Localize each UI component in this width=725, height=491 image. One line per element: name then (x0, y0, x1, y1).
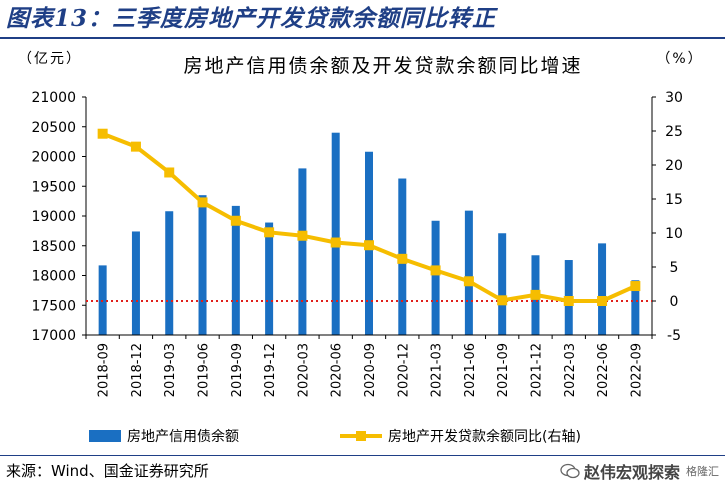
left-axis-unit: （亿元） (18, 51, 82, 67)
legend-bar-swatch (89, 430, 121, 442)
combo-chart: （亿元） 房地产信用债余额及开发贷款余额同比增速 （%） 17000175001… (18, 51, 703, 445)
right-tick-label: -5 (667, 328, 681, 344)
footer-divider (0, 455, 725, 456)
left-tick-label: 17500 (31, 298, 76, 314)
bar (165, 211, 174, 335)
x-tick-label: 2021-09 (496, 343, 511, 397)
x-tick-label: 2018-09 (97, 343, 112, 397)
legend-line-label: 房地产开发贷款余额同比(右轴) (388, 428, 581, 445)
right-axis-unit: （%） (656, 51, 703, 67)
line-point (130, 141, 141, 152)
bar (598, 243, 607, 335)
line-point (297, 230, 308, 241)
bar (231, 205, 240, 335)
bar (198, 195, 207, 335)
line-point (97, 128, 108, 139)
line-point (563, 296, 574, 306)
bar (331, 132, 340, 335)
legend-bar-label: 房地产信用债余额 (127, 428, 239, 445)
x-tick-label: 2020-03 (296, 343, 311, 397)
watermark-sub: 格隆汇 (686, 465, 720, 478)
bar (265, 222, 274, 335)
line-point (430, 265, 441, 276)
x-tick-label: 2020-09 (363, 343, 378, 397)
watermark-text: 赵伟宏观探索 (584, 463, 681, 482)
right-tick-label: 20 (665, 158, 683, 174)
legend: 房地产信用债余额 房地产开发贷款余额同比(右轴) (89, 428, 581, 445)
right-tick-label: 25 (665, 124, 683, 140)
left-tick-label: 19000 (31, 209, 76, 225)
line-point (463, 276, 474, 287)
left-tick-label: 18500 (31, 239, 76, 255)
bar (631, 280, 640, 335)
bar (498, 233, 507, 335)
line-point (530, 289, 541, 300)
left-tick-label: 20000 (31, 150, 76, 166)
left-tick-label: 17000 (31, 328, 76, 344)
x-tick-label: 2018-12 (130, 343, 145, 397)
right-tick-label: 15 (665, 192, 683, 208)
x-tick-label: 2020-12 (396, 343, 411, 397)
watermark: 赵伟宏观探索 格隆汇 (560, 456, 725, 486)
left-tick-label: 20500 (31, 120, 76, 136)
x-tick-label: 2019-09 (230, 343, 245, 397)
x-tick-label: 2019-06 (197, 343, 212, 397)
bar (464, 210, 473, 335)
right-tick-label: 10 (665, 226, 683, 242)
x-tick-label: 2021-12 (529, 343, 544, 397)
bar (131, 231, 140, 335)
source-note: 来源：Wind、国金证券研究所 (6, 462, 209, 480)
wechat-icon (560, 463, 580, 479)
x-tick-label: 2019-12 (263, 343, 278, 397)
line-point (364, 240, 374, 251)
right-tick-label: 5 (670, 260, 679, 276)
x-tick-label: 2022-09 (629, 343, 644, 397)
right-tick-label: 30 (665, 90, 683, 106)
x-tick-label: 2019-03 (163, 343, 178, 397)
x-tick-label: 2022-06 (596, 343, 611, 397)
line-point (397, 253, 408, 264)
line-point (597, 296, 608, 306)
plot-area: 17000 17500 18000 18500 19000 19500 20000 20500… (31, 90, 682, 397)
line-point (230, 215, 241, 226)
line-point (497, 295, 508, 306)
figure-title: 图表13：三季度房地产开发贷款余额同比转正 (6, 5, 497, 32)
bar (298, 168, 307, 335)
bar (431, 220, 440, 335)
x-tick-label: 2020-06 (330, 343, 345, 397)
left-tick-label: 19500 (31, 179, 76, 195)
line-point (630, 281, 641, 292)
line-point (197, 197, 208, 208)
x-tick-label: 2021-06 (463, 343, 478, 397)
x-tick-label: 2022-03 (563, 343, 578, 397)
chart-title: 房地产信用债余额及开发贷款余额同比增速 (183, 55, 582, 77)
left-tick-label: 18000 (31, 269, 76, 285)
title-divider (0, 37, 725, 39)
right-tick-label: 0 (670, 294, 679, 310)
left-tick-label: 21000 (31, 90, 76, 106)
line-point (264, 227, 275, 238)
x-tick-label: 2021-03 (430, 343, 445, 397)
line-point (164, 167, 175, 178)
legend-line-marker (356, 431, 366, 441)
line-point (330, 237, 341, 248)
